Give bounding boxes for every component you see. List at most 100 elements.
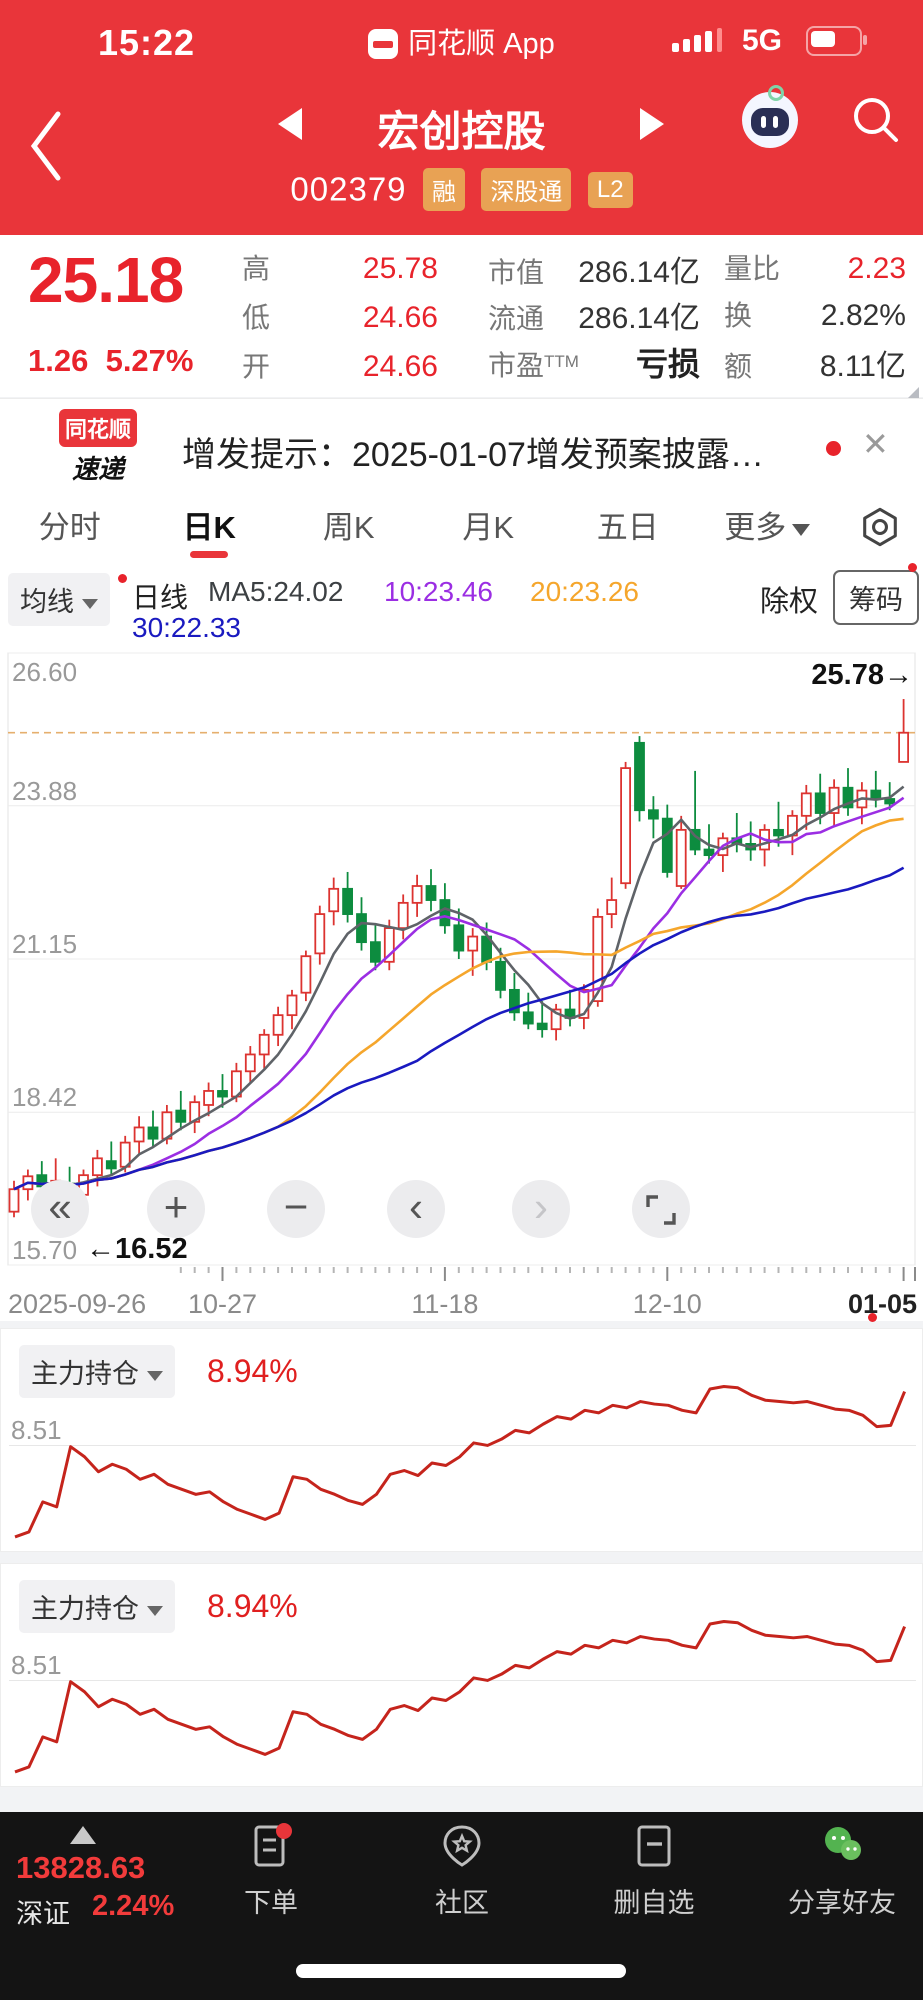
volume-ratio: 2.23 [847, 252, 906, 285]
wechat-share-icon [825, 1827, 861, 1860]
turnover-rate: 2.82% [820, 299, 906, 332]
indicator-axis-label: 8.51 [11, 1415, 62, 1445]
open-value: 24.66 [362, 350, 438, 383]
cap-column: 市值 286.14亿 流通 286.14亿 市盈TTM 亏损 [488, 247, 700, 385]
y-axis-tick: 18.42 [12, 1082, 78, 1113]
chevron-down-icon [792, 524, 811, 536]
latest-dot [868, 1313, 877, 1322]
indicator-panel-1[interactable]: 主力持仓 8.94% 8.51 [0, 1328, 923, 1552]
indicator-axis-label: 8.51 [11, 1650, 62, 1680]
chip-distribution-button[interactable]: 筹码 [833, 570, 919, 625]
last-price: 25.18 [28, 244, 184, 316]
search-icon[interactable] [848, 92, 904, 148]
tab-weekly-k[interactable]: 周K [322, 510, 375, 545]
volume-column: 量比 2.23 换 2.82% 额 8.11亿 [724, 252, 906, 383]
tab-daily-k[interactable]: 日K [140, 499, 280, 560]
tab-fenshi[interactable]: 分时 [38, 510, 101, 545]
indicator-panel-2[interactable]: 主力持仓 8.94% 8.51 [0, 1563, 923, 1787]
x-axis-ruler [179, 1267, 916, 1281]
margin-badge: 融 [422, 168, 465, 211]
home-indicator[interactable] [296, 1964, 626, 1978]
order-icon [254, 1823, 292, 1867]
y-axis-tick: 23.88 [12, 775, 78, 806]
ma5-value: MA5:24.02 [208, 576, 344, 607]
ticker-text[interactable]: 增发提示：2025-01-07增发预案披露，非公... [182, 436, 792, 474]
back-icon[interactable] [24, 106, 68, 186]
news-ticker[interactable]: 同花顺 速递 增发提示：2025-01-07增发预案披露，非公... ✕ [0, 398, 923, 500]
notify-dot [908, 563, 917, 572]
page-title: 宏创控股 [377, 108, 546, 155]
gear-icon [863, 507, 897, 547]
ohl-column: 高 25.78 低 24.66 开 24.66 [242, 252, 438, 383]
pan-right-button[interactable]: › [512, 1180, 570, 1238]
index-value: 13828.63 [16, 1850, 146, 1885]
period-tabs: 分时 日K 周K 月K 五日 更多 [0, 499, 923, 561]
x-axis-label: 10-27 [187, 1289, 258, 1319]
price-change: 1.26 5.27% [28, 343, 194, 378]
ths-express-logo: 同花顺 速递 [46, 409, 150, 486]
index-name: 深证 [16, 1899, 70, 1929]
l2-badge[interactable]: L2 [587, 171, 633, 208]
zoom-out-button[interactable]: − [267, 1180, 325, 1238]
notify-dot [118, 574, 127, 583]
exright-button[interactable]: 除权 [760, 586, 819, 618]
indicator-selector-button[interactable]: 主力持仓 [19, 1345, 175, 1398]
prev-stock-icon[interactable] [278, 108, 302, 140]
max-price-annotation: 25.78→ [811, 659, 913, 691]
nav-item-share[interactable]: 分享好友 [782, 1822, 902, 1920]
fullscreen-icon [646, 1195, 676, 1225]
assistant-robot-icon[interactable] [742, 85, 798, 148]
chevron-down-icon [147, 1606, 163, 1616]
x-axis-label: 01-05 [847, 1289, 917, 1319]
tab-five-day[interactable]: 五日 [596, 510, 659, 545]
low-value: 24.66 [362, 301, 438, 334]
holding-line-chart [9, 1385, 916, 1539]
battery-icon [806, 26, 867, 56]
candlestick-chart[interactable] [0, 645, 923, 1267]
next-stock-icon[interactable] [640, 108, 664, 140]
indicator-value: 8.94% [207, 1353, 298, 1389]
triangle-up-icon [70, 1826, 96, 1844]
tab-more[interactable]: 更多 [698, 499, 838, 560]
pe-value: 亏损 [635, 346, 700, 382]
quote-panel[interactable]: 25.18 1.26 5.27% 高 25.78 低 24.66 开 24.66 市值… [0, 235, 923, 403]
y-axis-tick: 15.70 [12, 1235, 78, 1265]
close-icon[interactable]: ✕ [862, 426, 889, 462]
ma-selector-button[interactable]: 均线 [8, 573, 110, 626]
kline-chart-card[interactable]: 26.60 23.88 21.15 18.42 15.70 25.78→ ←16.52 … [0, 645, 923, 1322]
chart-settings-button[interactable] [837, 507, 923, 552]
unread-dot [826, 441, 841, 456]
app-banner[interactable]: 同花顺 App [0, 20, 923, 62]
x-axis-label: 12-10 [632, 1289, 702, 1319]
index-change: 2.24% [92, 1890, 175, 1922]
x-axis-labels: 2025-09-26 10-27 11-18 12-10 01-05 [0, 1289, 923, 1319]
min-price-annotation: ←16.52 [86, 1233, 188, 1265]
ths-app-icon [368, 29, 399, 59]
app-banner-label: 同花顺 App [408, 28, 555, 60]
y-axis-tick: 26.60 [12, 657, 78, 687]
x-axis-label: 11-18 [411, 1289, 479, 1319]
minus-box-icon [637, 1825, 671, 1867]
amount: 8.11亿 [819, 350, 906, 383]
nav-item-community[interactable]: 社区 [402, 1822, 522, 1920]
float-cap: 286.14亿 [578, 302, 700, 335]
ma-legend: 均线 日线 MA5:24.02 10:23.46 20:23.26 30:22.… [0, 560, 923, 645]
nav-item-order[interactable]: 下单 [211, 1822, 331, 1920]
period-label: 日线 [132, 582, 189, 613]
zoom-in-button[interactable]: + [147, 1180, 205, 1238]
high-value: 25.78 [362, 252, 438, 285]
stock-code: 002379 [290, 170, 407, 208]
tab-monthly-k[interactable]: 月K [462, 510, 515, 545]
nav-item-remove-watchlist[interactable]: 删自选 [594, 1822, 714, 1920]
holding-line-chart [9, 1620, 916, 1774]
connect-badge: 深股通 [481, 168, 572, 211]
indicator-selector-button[interactable]: 主力持仓 [19, 1580, 175, 1633]
fullscreen-button[interactable] [632, 1180, 690, 1238]
pan-left-button[interactable]: ‹ [387, 1180, 445, 1238]
status-bar: 15:22 同花顺 App 5G [0, 0, 923, 80]
y-axis-tick: 21.15 [12, 929, 78, 959]
rewind-button[interactable]: « [31, 1180, 89, 1238]
clock: 15:22 [98, 22, 196, 63]
indicator-value: 8.94% [207, 1588, 298, 1624]
